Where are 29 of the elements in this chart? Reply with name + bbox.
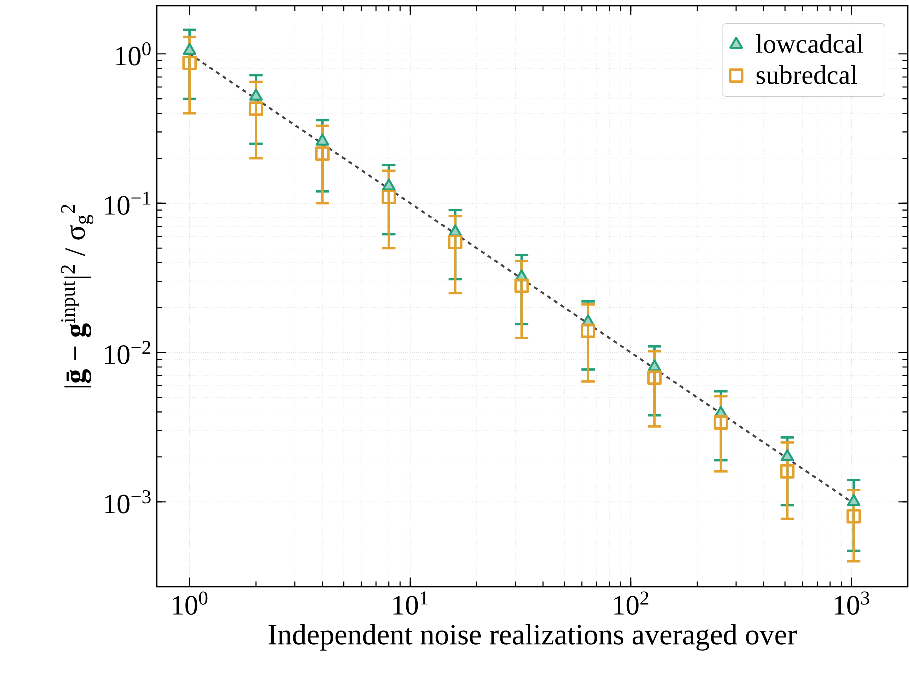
point: [714, 416, 728, 430]
legend-label: lowcadcal: [756, 34, 864, 54]
point: [648, 370, 662, 385]
text: |ḡ − g$^{input}$|$^{2}$ / σ$_{g}$2: [61, 205, 94, 388]
x-axis-title: Independent noise realizations averaged over: [268, 624, 797, 651]
point: [581, 324, 596, 338]
point: [448, 235, 463, 250]
y-tick-label: 10$^{0}$: [116, 42, 151, 66]
point: [315, 146, 330, 162]
point: [514, 278, 530, 294]
point: [780, 449, 794, 462]
point: [249, 102, 264, 116]
point: [182, 56, 198, 70]
x-tick-label: 10$^{0}$: [173, 592, 208, 616]
y-tick-label: 10$^{−1}$: [105, 192, 150, 216]
y-tick-label: 10$^{−2}$: [105, 341, 151, 364]
legend-label: subredcal: [756, 66, 858, 84]
point: [780, 464, 795, 479]
point: [847, 494, 861, 506]
x-tick-label: 10$^{1}$: [394, 592, 428, 615]
point: [316, 134, 330, 146]
x-tick-label: 10$^{3}$: [834, 592, 870, 616]
point: [382, 190, 396, 204]
point: [249, 88, 264, 101]
point: [183, 43, 197, 56]
point: [846, 509, 862, 524]
y-tick-label: 10$^{−3}$: [105, 490, 151, 514]
x-tick-label: 10$^{2}$: [614, 592, 649, 616]
point: [382, 178, 396, 191]
